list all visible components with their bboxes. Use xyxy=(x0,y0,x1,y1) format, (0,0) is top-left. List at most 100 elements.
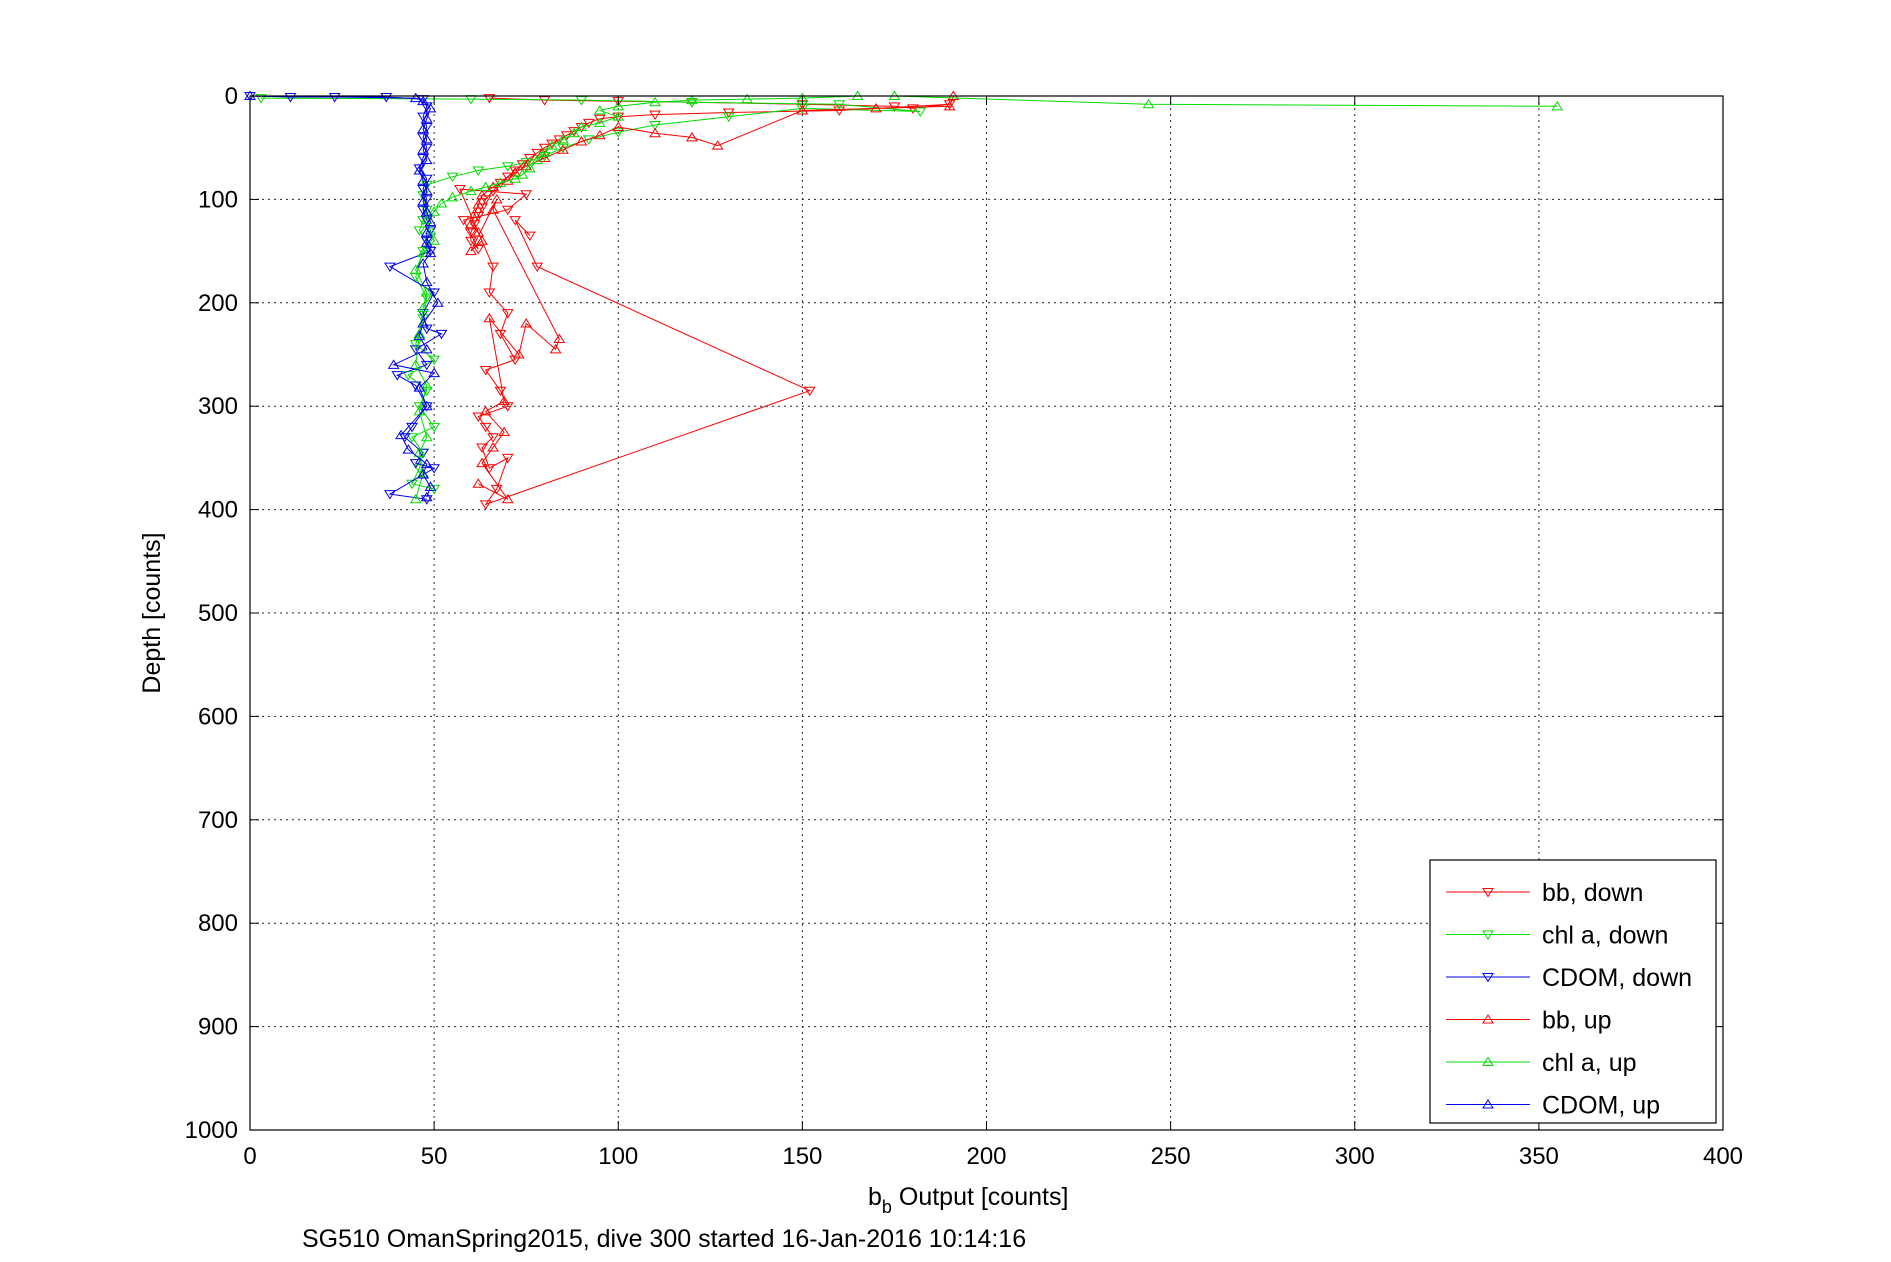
data-point xyxy=(943,100,956,110)
data-point xyxy=(711,140,724,150)
data-point xyxy=(453,185,466,195)
data-point xyxy=(255,94,267,104)
data-point xyxy=(501,172,514,183)
data-point xyxy=(490,193,503,204)
legend-entry: chl a, up xyxy=(1446,1049,1637,1077)
data-point xyxy=(649,96,661,107)
data-point xyxy=(420,174,433,185)
data-point xyxy=(498,395,510,406)
data-point xyxy=(523,162,536,173)
data-point xyxy=(575,96,588,106)
data-point xyxy=(417,205,429,216)
data-point xyxy=(424,226,437,236)
data-point xyxy=(593,114,606,125)
data-point xyxy=(520,158,533,168)
data-point xyxy=(417,258,429,268)
data-point xyxy=(428,288,441,298)
data-point xyxy=(409,359,422,369)
data-point xyxy=(409,92,422,103)
data-point xyxy=(509,167,522,177)
legend-label: bb, up xyxy=(1542,1007,1612,1035)
data-point xyxy=(568,127,580,138)
x-tick-label: 250 xyxy=(1151,1143,1191,1170)
data-point xyxy=(413,382,426,392)
data-point xyxy=(428,367,441,378)
data-point xyxy=(520,318,533,328)
y-tick-label: 100 xyxy=(198,186,238,213)
data-point xyxy=(479,181,492,191)
y-tick-labels: 0 100 200 300 400 500 600 700 800 900 1000 xyxy=(185,83,1723,1144)
data-point xyxy=(417,196,429,206)
series-3 xyxy=(465,90,960,504)
data-point xyxy=(420,195,433,205)
data-point xyxy=(685,131,698,142)
data-point xyxy=(406,433,418,443)
data-point xyxy=(685,94,698,105)
data-point xyxy=(487,204,499,214)
data-point xyxy=(538,152,551,163)
data-point xyxy=(494,177,507,187)
data-point xyxy=(501,309,514,319)
data-point xyxy=(406,479,418,490)
data-point xyxy=(417,448,429,459)
data-point xyxy=(531,154,544,165)
data-point xyxy=(413,164,426,174)
data-point xyxy=(487,433,499,443)
data-point xyxy=(424,102,437,113)
data-point xyxy=(575,136,588,146)
data-point xyxy=(420,185,433,196)
data-point xyxy=(501,453,514,464)
x-tick-labels: 0 50 100 150 200 250 300 350 400 xyxy=(243,96,1743,1170)
data-point xyxy=(870,102,882,113)
data-point xyxy=(476,235,488,245)
x-tick-label: 0 xyxy=(243,1143,256,1170)
data-point xyxy=(465,228,477,238)
series-line xyxy=(459,97,950,506)
data-point xyxy=(943,100,956,111)
data-point xyxy=(741,93,754,104)
data-point xyxy=(284,93,297,103)
data-point xyxy=(649,110,661,121)
data-point xyxy=(409,493,422,504)
data-point xyxy=(468,220,481,230)
data-point xyxy=(501,162,514,172)
data-point xyxy=(446,172,459,183)
data-point xyxy=(413,165,426,175)
data-point xyxy=(494,386,507,397)
data-point xyxy=(417,154,429,164)
data-point xyxy=(722,112,735,123)
data-point xyxy=(417,302,429,312)
y-tick-label: 400 xyxy=(198,497,238,524)
data-point xyxy=(472,478,485,488)
figure-caption: SG510 OmanSpring2015, dive 300 started 1… xyxy=(302,1225,1026,1253)
data-point xyxy=(649,120,661,131)
data-point xyxy=(509,216,522,226)
data-point xyxy=(413,402,426,412)
x-tick-label: 200 xyxy=(966,1143,1006,1170)
data-point xyxy=(553,333,566,343)
data-point xyxy=(472,412,485,422)
data-point xyxy=(468,208,481,218)
data-point xyxy=(420,343,433,354)
data-point xyxy=(417,469,429,479)
data-point xyxy=(498,426,510,437)
series-5 xyxy=(244,90,444,502)
legend-label: CDOM, up xyxy=(1542,1092,1660,1120)
data-point xyxy=(593,129,606,140)
series-line xyxy=(249,95,439,498)
data-point xyxy=(1142,98,1155,109)
y-tick-label: 500 xyxy=(198,600,238,627)
data-point xyxy=(428,206,441,216)
data-point xyxy=(476,457,488,468)
data-point xyxy=(490,484,503,495)
data-point xyxy=(420,216,433,226)
data-point xyxy=(402,444,415,454)
data-point xyxy=(483,288,496,298)
data-point xyxy=(420,360,433,371)
data-point xyxy=(1551,100,1564,111)
data-point xyxy=(479,366,492,376)
legend-entry: CDOM, down xyxy=(1446,964,1692,992)
legend-marker xyxy=(1482,930,1494,940)
data-point xyxy=(420,495,433,505)
